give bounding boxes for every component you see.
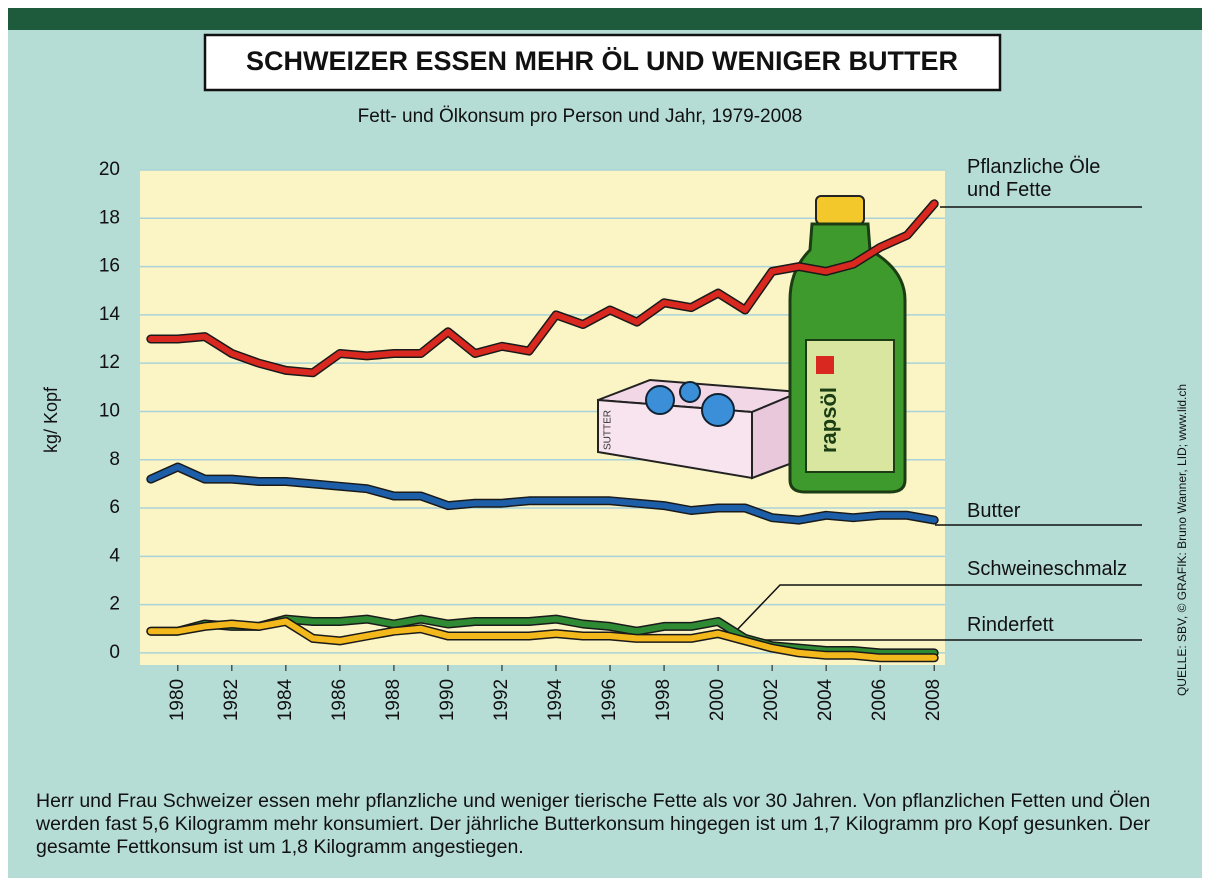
x-tick-label: 1982	[221, 679, 242, 721]
flower	[646, 386, 674, 414]
x-tick-label: 1984	[275, 678, 296, 721]
series-label: Rinderfett	[967, 614, 1054, 637]
x-tick-label: 1992	[491, 679, 512, 721]
y-tick-label: 0	[109, 642, 120, 663]
x-tick-label: 1996	[599, 679, 620, 721]
series-label: Butter	[967, 500, 1020, 523]
chart-subtitle: Fett- und Ölkonsum pro Person und Jahr, …	[358, 106, 803, 127]
y-tick-label: 6	[109, 497, 120, 518]
x-tick-label: 1994	[545, 678, 566, 721]
x-tick-label: 2008	[923, 679, 944, 721]
footer-text: Herr und Frau Schweizer essen mehr pflan…	[36, 790, 1156, 859]
page: SCHWEIZER ESSEN MEHR ÖL UND WENIGER BUTT…	[0, 0, 1210, 885]
y-tick-label: 10	[99, 400, 120, 421]
x-tick-label: 2000	[707, 679, 728, 721]
y-tick-label: 18	[99, 207, 120, 228]
chart: SCHWEIZER ESSEN MEHR ÖL UND WENIGER BUTT…	[0, 0, 1210, 885]
box-label: SUTTER	[603, 410, 614, 450]
y-axis-label: kg/ Kopf	[41, 386, 61, 453]
x-ticks: 1980 1982 1984 1986 1988 1990 1992 1994 1996 1998…	[167, 665, 944, 721]
chart-title: SCHWEIZER ESSEN MEHR ÖL UND WENIGER BUTT…	[246, 46, 958, 76]
source-note: QUELLE: SBV, © GRAFIK: Bruno Wanner, LID…	[1175, 384, 1189, 696]
x-tick-label: 2006	[869, 679, 890, 721]
series-label: Pflanzliche Öle und Fette	[967, 156, 1127, 202]
x-tick-label: 1998	[653, 679, 674, 721]
y-tick-label: 2	[109, 594, 120, 615]
flower	[702, 394, 734, 426]
y-tick-label: 12	[99, 352, 120, 373]
x-tick-label: 1986	[329, 679, 350, 721]
x-tick-label: 1980	[167, 679, 188, 721]
y-tick-label: 4	[109, 545, 120, 566]
bottle-text: rapsöl	[816, 387, 841, 453]
series-label: Schweineschmalz	[967, 558, 1127, 581]
x-tick-label: 1988	[383, 679, 404, 721]
y-tick-label: 14	[99, 304, 121, 325]
flower	[680, 382, 700, 402]
y-tick-label: 16	[99, 256, 120, 277]
x-tick-label: 2002	[761, 679, 782, 721]
swiss-flag	[816, 356, 834, 374]
x-tick-label: 1990	[437, 679, 458, 721]
y-tick-label: 8	[109, 449, 120, 470]
bottle-cap	[816, 196, 864, 224]
y-tick-label: 20	[99, 159, 120, 180]
x-tick-label: 2004	[815, 678, 836, 721]
